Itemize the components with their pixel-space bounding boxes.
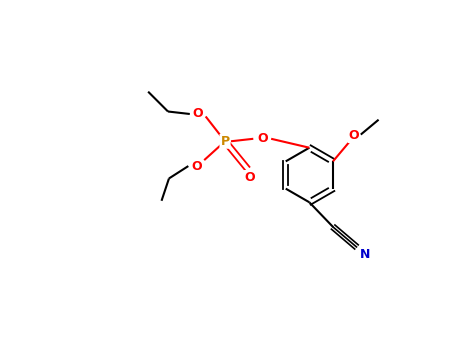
Text: O: O bbox=[244, 171, 255, 184]
Text: O: O bbox=[349, 129, 359, 142]
Text: P: P bbox=[221, 135, 230, 148]
Text: N: N bbox=[360, 248, 370, 261]
Text: O: O bbox=[192, 107, 203, 120]
Text: O: O bbox=[257, 132, 268, 145]
Text: O: O bbox=[191, 160, 202, 173]
